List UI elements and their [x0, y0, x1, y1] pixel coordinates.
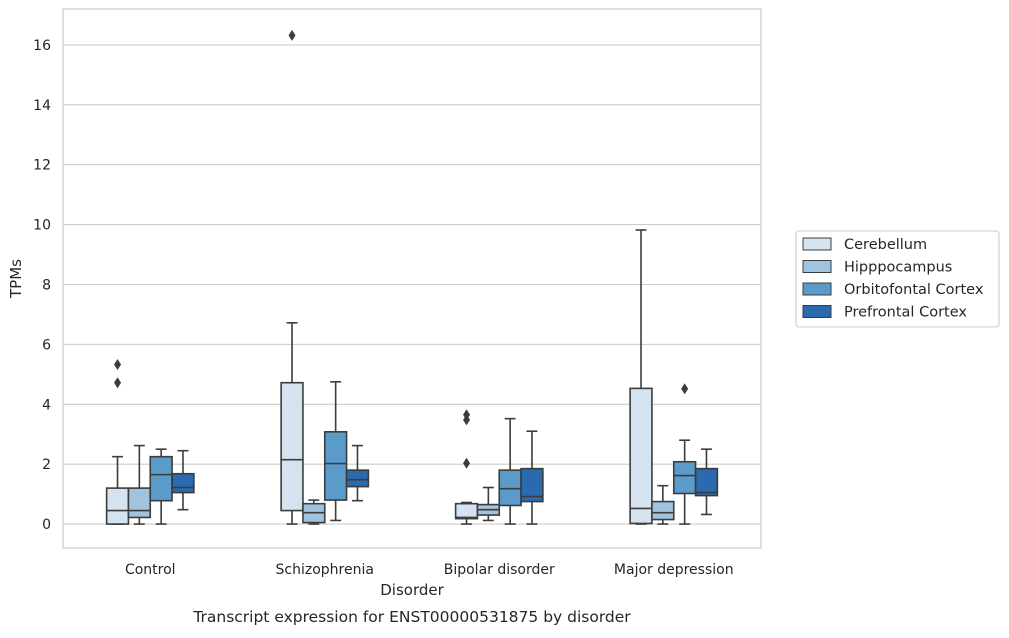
- y-tick-label: 2: [42, 457, 51, 473]
- legend-swatch: [802, 237, 832, 251]
- legend-frame: [795, 230, 1000, 328]
- box-group: [302, 499, 326, 525]
- box-group: [149, 448, 173, 525]
- box-group: [105, 358, 130, 525]
- legend-swatch: [802, 260, 832, 273]
- y-tick-label: 12: [33, 158, 51, 174]
- box-group: [280, 29, 304, 525]
- box: [171, 472, 195, 494]
- box: [629, 387, 653, 525]
- box-group: [694, 448, 719, 516]
- x-tick-label: Major depression: [614, 562, 734, 578]
- y-axis-label: TPMs: [7, 259, 25, 299]
- legend-label: Cerebellum: [844, 237, 927, 253]
- legend: Cerebellum Hipppocampus Orbitofontal Corte…: [795, 230, 1000, 328]
- y-tick-label: 14: [33, 98, 51, 114]
- legend-swatch: [802, 282, 832, 296]
- box: [127, 487, 152, 519]
- box: [454, 502, 479, 520]
- legend-label: Hipppocampus: [844, 260, 952, 276]
- x-tick-label: Bipolar disorder: [444, 562, 555, 578]
- box-group: [651, 484, 675, 525]
- x-axis-label: Disorder: [380, 581, 444, 599]
- legend-swatch: [802, 305, 832, 318]
- box: [105, 487, 130, 525]
- box-group: [476, 486, 501, 522]
- box-group: [629, 229, 653, 525]
- legend-label: Orbitofontal Cortex: [844, 282, 984, 298]
- outlier-point: [681, 383, 689, 395]
- x-tick-label: Schizophrenia: [276, 562, 374, 578]
- outlier-point: [463, 409, 471, 421]
- box: [672, 460, 697, 495]
- legend-label: Prefrontal Cortex: [844, 305, 967, 321]
- box-group: [345, 444, 370, 502]
- box: [345, 469, 370, 488]
- box-group: [171, 449, 195, 511]
- box-group: [520, 430, 544, 525]
- outlier-point: [114, 358, 122, 370]
- box-layer: [105, 29, 719, 525]
- outlier-point: [463, 457, 471, 469]
- chart-caption: Transcript expression for ENST0000053187…: [192, 608, 631, 626]
- outlier-point: [288, 29, 296, 41]
- box-group: [323, 381, 348, 522]
- box-group: [498, 417, 522, 525]
- outlier-point: [114, 377, 122, 389]
- y-tick-label: 6: [42, 337, 51, 353]
- box: [149, 455, 173, 502]
- y-tick-label: 0: [42, 517, 51, 533]
- box: [694, 467, 719, 497]
- box-group: [454, 409, 479, 525]
- y-tick-label: 4: [42, 397, 51, 413]
- y-tick-label: 16: [33, 38, 51, 54]
- box: [323, 431, 348, 501]
- grid-layer: [63, 44, 761, 525]
- box-group: [127, 444, 152, 525]
- box: [280, 381, 304, 512]
- box: [498, 469, 522, 507]
- y-tick-label: 10: [33, 218, 51, 234]
- y-tick-label: 8: [42, 277, 51, 293]
- box: [520, 467, 544, 503]
- plot-frame: [62, 8, 762, 549]
- box: [651, 500, 675, 521]
- axis-layer: 0 2 4 6 8 10 12 14 16 Control Schizophrenia Bipolar…: [33, 38, 733, 578]
- x-tick-label: Control: [125, 562, 176, 578]
